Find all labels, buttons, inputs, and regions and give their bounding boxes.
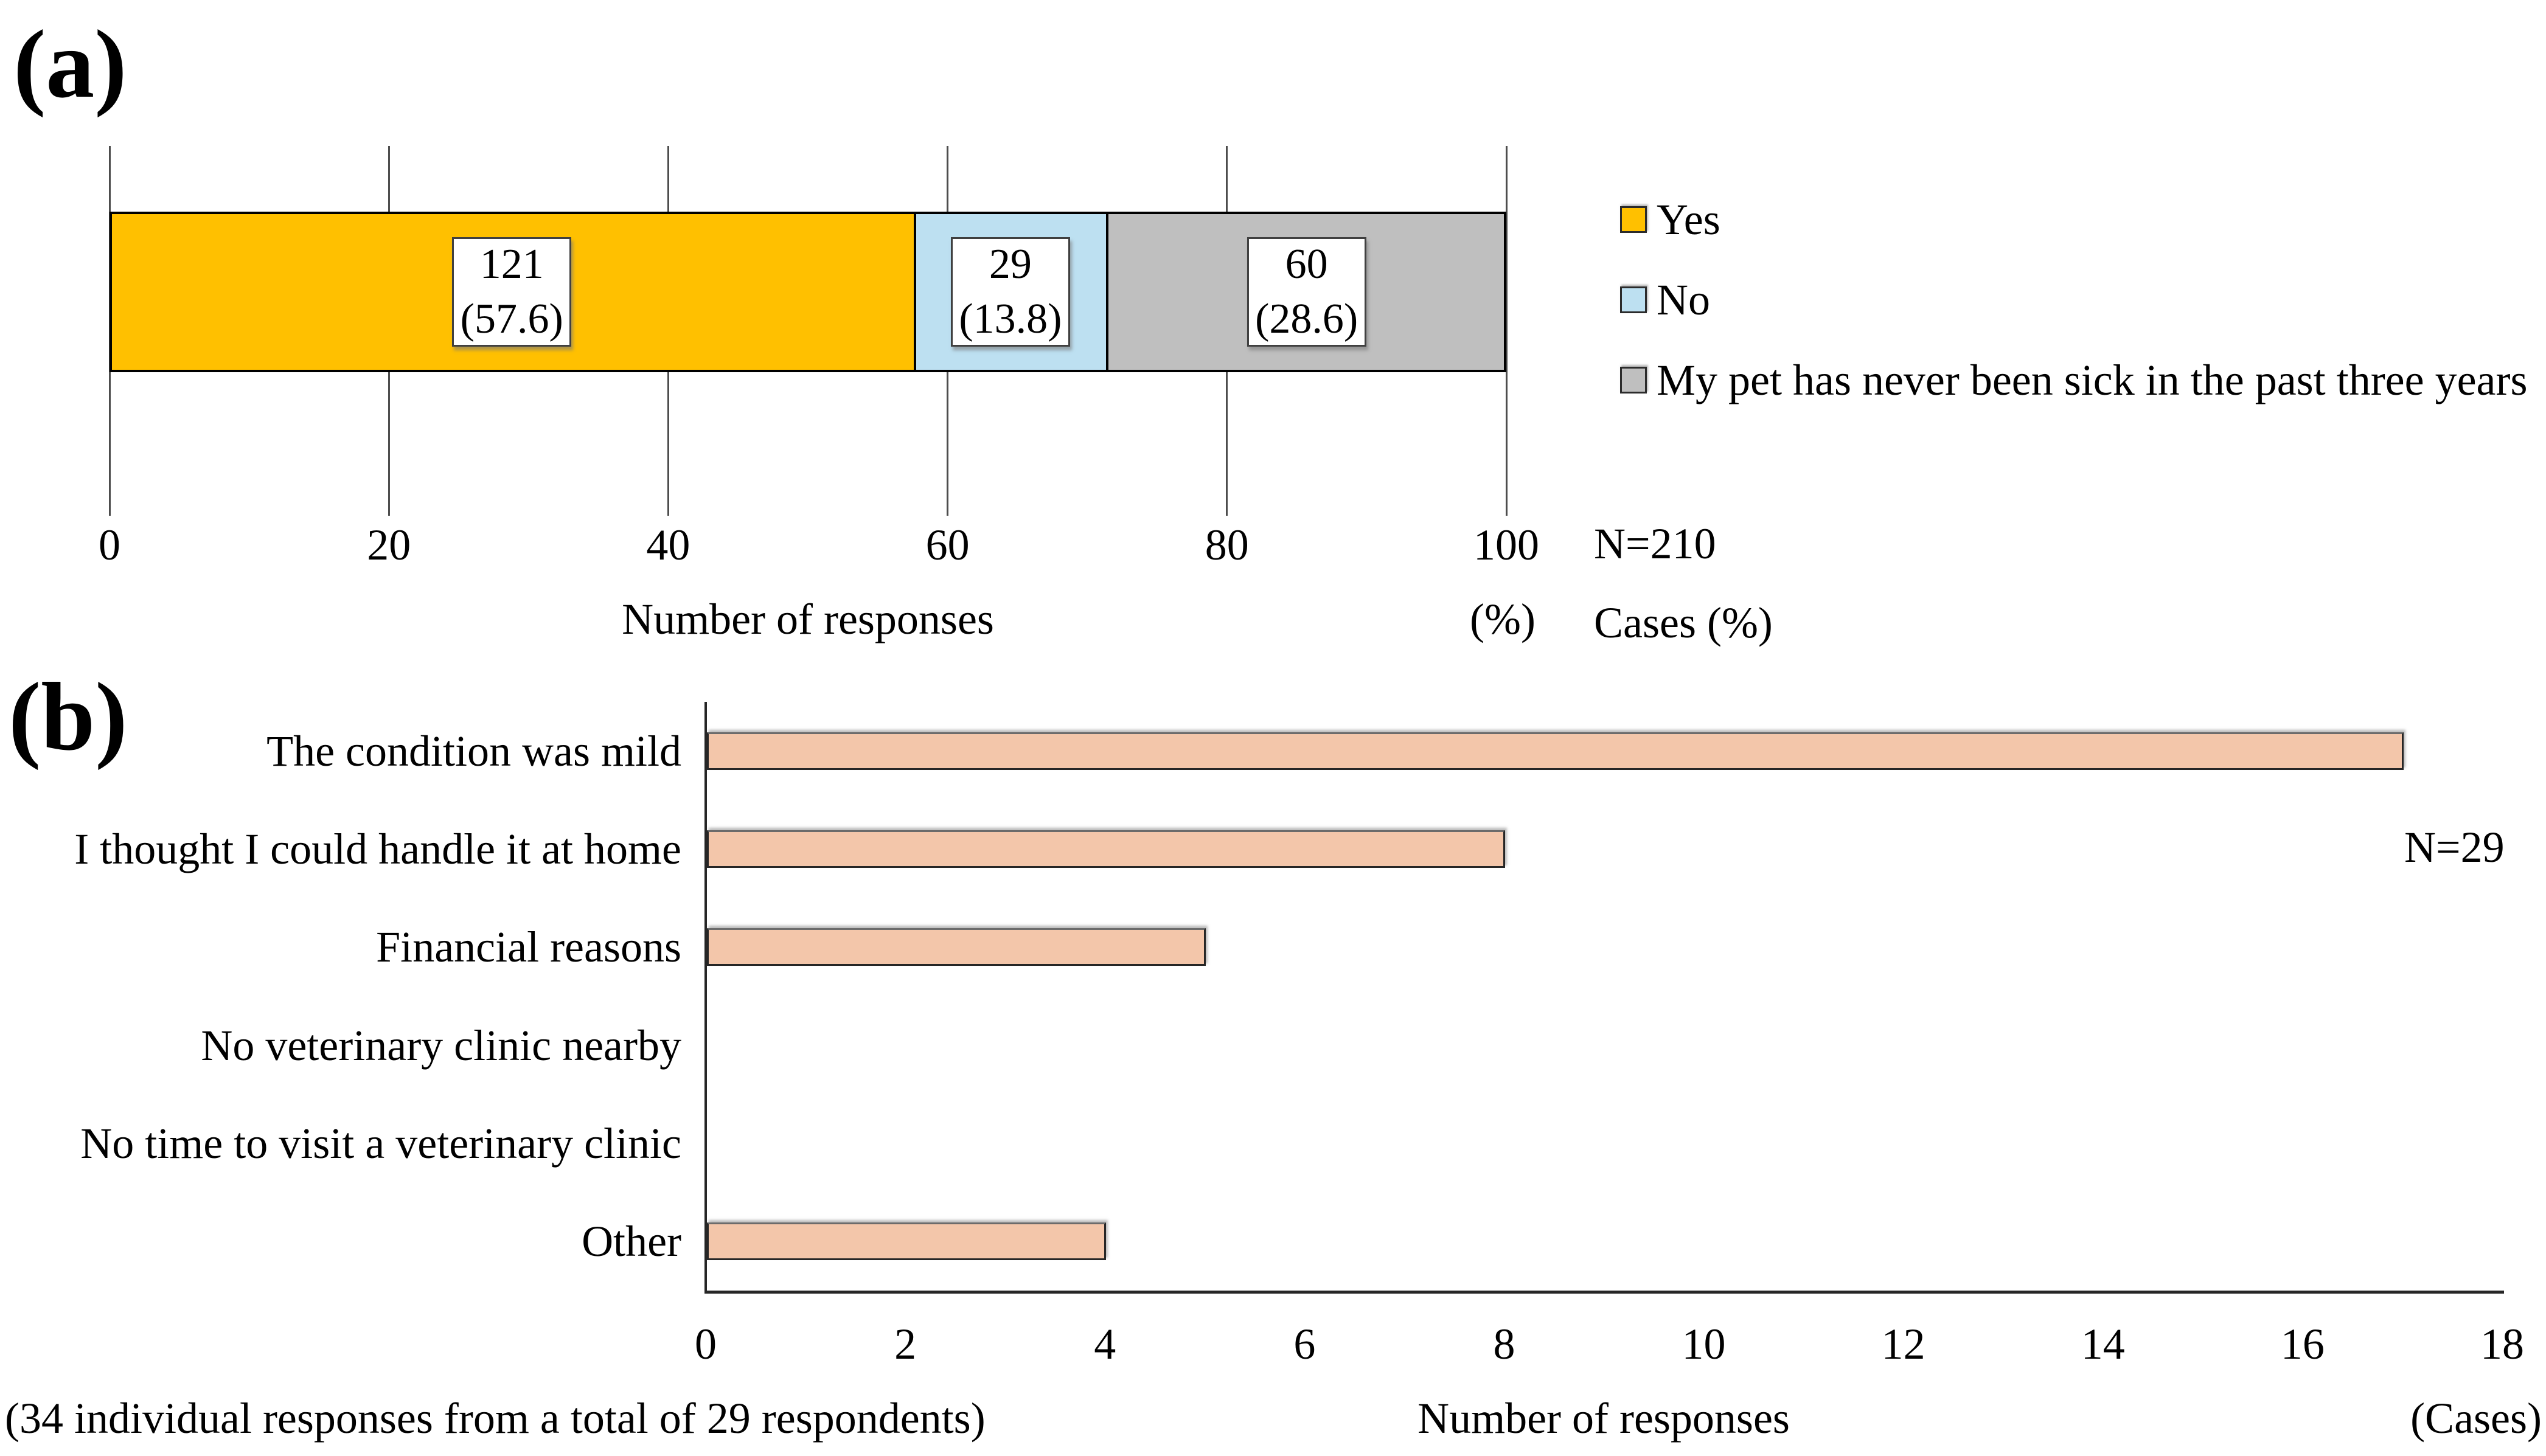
bar	[707, 1222, 1107, 1261]
panel-a-sample-note-line1: N=210	[1594, 519, 1716, 568]
panel-a-axis-title: Number of responses	[622, 595, 994, 643]
x-tick-label: 10	[1682, 1320, 1726, 1368]
panel-b-sample-note: N=29	[2404, 823, 2505, 872]
x-tick-label: 8	[1493, 1320, 1515, 1368]
data-label-count: 60	[1285, 241, 1328, 288]
data-label-box: 29 (13.8)	[950, 237, 1070, 347]
x-tick-label: 4	[1094, 1320, 1116, 1368]
x-tick-label: 16	[2280, 1320, 2325, 1368]
x-tick-label: 80	[1205, 521, 1249, 569]
x-tick-label: 20	[367, 521, 411, 569]
legend-label: No	[1657, 276, 1710, 324]
data-label-box: 121 (57.6)	[452, 237, 572, 347]
panel-b-axis-title: Number of responses	[1417, 1394, 1790, 1443]
legend-swatch-icon	[1620, 367, 1647, 393]
x-tick-label: 100	[1473, 521, 1539, 569]
data-label-percent: (57.6)	[460, 296, 563, 342]
legend-label: My pet has never been sick in the past t…	[1657, 356, 2528, 404]
category-label: The condition was mild	[266, 726, 681, 775]
category-label: No veterinary clinic nearby	[201, 1021, 681, 1070]
legend-label: Yes	[1657, 195, 1720, 244]
bar	[707, 732, 2404, 770]
category-label: Other	[582, 1217, 681, 1266]
panel-b-label: (b)	[9, 662, 128, 771]
x-tick-label: 2	[894, 1320, 917, 1368]
category-label: I thought I could handle it at home	[74, 825, 681, 873]
legend-item: My pet has never been sick in the past t…	[1620, 353, 2528, 407]
legend-swatch-icon	[1620, 206, 1647, 233]
x-tick-label: 0	[99, 521, 120, 569]
data-label-box: 60 (28.6)	[1247, 237, 1366, 347]
x-tick-label: 12	[1881, 1320, 1925, 1368]
x-tick-label: 40	[646, 521, 690, 569]
category-label: Financial reasons	[376, 923, 681, 972]
panel-a-axis-unit-label: (%)	[1470, 595, 1536, 643]
data-label-percent: (28.6)	[1255, 296, 1358, 342]
x-tick-label: 18	[2480, 1320, 2524, 1368]
legend-swatch-icon	[1620, 286, 1647, 313]
legend-item: No	[1620, 272, 1710, 327]
panel-b-axis-unit-label: (Cases)	[2410, 1394, 2542, 1443]
bar	[707, 928, 1206, 966]
x-tick-label: 60	[925, 521, 970, 569]
x-tick-label: 6	[1293, 1320, 1316, 1368]
data-label-percent: (13.8)	[959, 296, 1062, 342]
data-label-count: 121	[479, 241, 544, 288]
x-tick-label: 14	[2081, 1320, 2125, 1368]
x-tick-label: 0	[695, 1320, 717, 1368]
data-label-count: 29	[989, 241, 1032, 288]
panel-a-label: (a)	[13, 10, 127, 118]
panel-b-x-axis	[704, 1291, 2504, 1294]
category-label: No time to visit a veterinary clinic	[80, 1119, 681, 1168]
panel-a-sample-note-line2: Cases (%)	[1594, 598, 1773, 647]
gridline	[1505, 146, 1508, 516]
panel-b-footnote: (34 individual responses from a total of…	[5, 1394, 986, 1443]
panel-b-y-axis	[704, 702, 707, 1293]
legend-item: Yes	[1620, 192, 1720, 247]
bar	[707, 830, 1506, 868]
